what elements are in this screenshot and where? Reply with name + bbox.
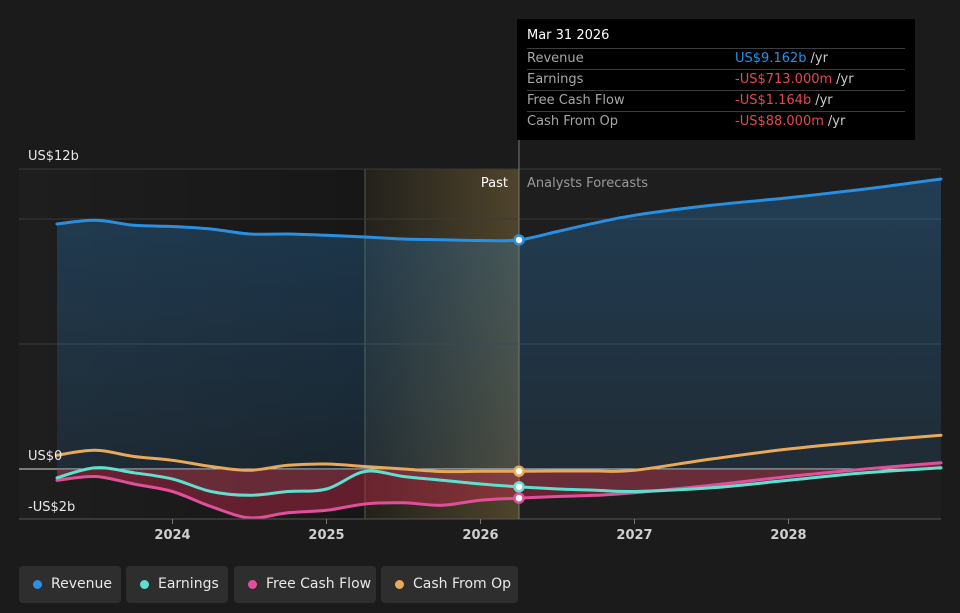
legend-dot-icon xyxy=(248,580,257,589)
line-free-cash-flow xyxy=(55,461,943,520)
tooltip-row-cash-from-op: Cash From Op -US$88.000m/yr xyxy=(527,111,905,132)
x-tick-label: 2024 xyxy=(154,528,190,543)
line-cash-from-op xyxy=(55,433,943,474)
tooltip-value: -US$1.164b/yr xyxy=(735,93,833,108)
tooltip-date: Mar 31 2026 xyxy=(527,28,610,43)
area-earnings xyxy=(57,467,941,496)
marker-free-cash-flow xyxy=(513,492,525,504)
marker-revenue xyxy=(513,234,525,246)
forecast-label: Analysts Forecasts xyxy=(527,176,648,191)
marker-cash-from-op xyxy=(513,465,525,477)
tooltip-label: Cash From Op xyxy=(527,114,619,129)
tooltip-label: Earnings xyxy=(527,72,584,87)
tooltip: Mar 31 2026 Revenue US$9.162b/yr Earning… xyxy=(517,19,915,140)
legend-item-revenue[interactable]: Revenue xyxy=(19,566,121,603)
area-revenue xyxy=(57,179,941,469)
line-earnings xyxy=(55,466,943,497)
tooltip-value: US$9.162b/yr xyxy=(735,51,828,66)
x-tick-label: 2028 xyxy=(770,528,806,543)
legend-dot-icon xyxy=(140,580,149,589)
legend-item-free-cash-flow[interactable]: Free Cash Flow xyxy=(234,566,376,603)
tooltip-row-revenue: Revenue US$9.162b/yr xyxy=(527,48,905,69)
legend-item-earnings[interactable]: Earnings xyxy=(126,566,228,603)
tooltip-value: -US$88.000m/yr xyxy=(735,114,846,129)
y-axis-label: US$12b xyxy=(28,149,79,164)
x-tick-label: 2025 xyxy=(308,528,344,543)
marker-earnings xyxy=(513,481,525,493)
legend-dot-icon xyxy=(395,580,404,589)
legend-dot-icon xyxy=(33,580,42,589)
x-tick-label: 2027 xyxy=(616,528,652,543)
legend-item-cash-from-op[interactable]: Cash From Op xyxy=(381,566,518,603)
tooltip-value: -US$713.000m/yr xyxy=(735,72,854,87)
x-tick-label: 2026 xyxy=(462,528,498,543)
tooltip-row-free-cash-flow: Free Cash Flow -US$1.164b/yr xyxy=(527,90,905,111)
line-revenue xyxy=(55,177,943,243)
tooltip-label: Free Cash Flow xyxy=(527,93,625,108)
tooltip-row-earnings: Earnings -US$713.000m/yr xyxy=(527,69,905,90)
tooltip-label: Revenue xyxy=(527,51,584,66)
y-axis-label: US$0 xyxy=(28,449,62,464)
y-axis-label: -US$2b xyxy=(28,500,75,515)
area-free-cash-flow xyxy=(57,462,941,518)
past-label: Past xyxy=(481,176,508,191)
